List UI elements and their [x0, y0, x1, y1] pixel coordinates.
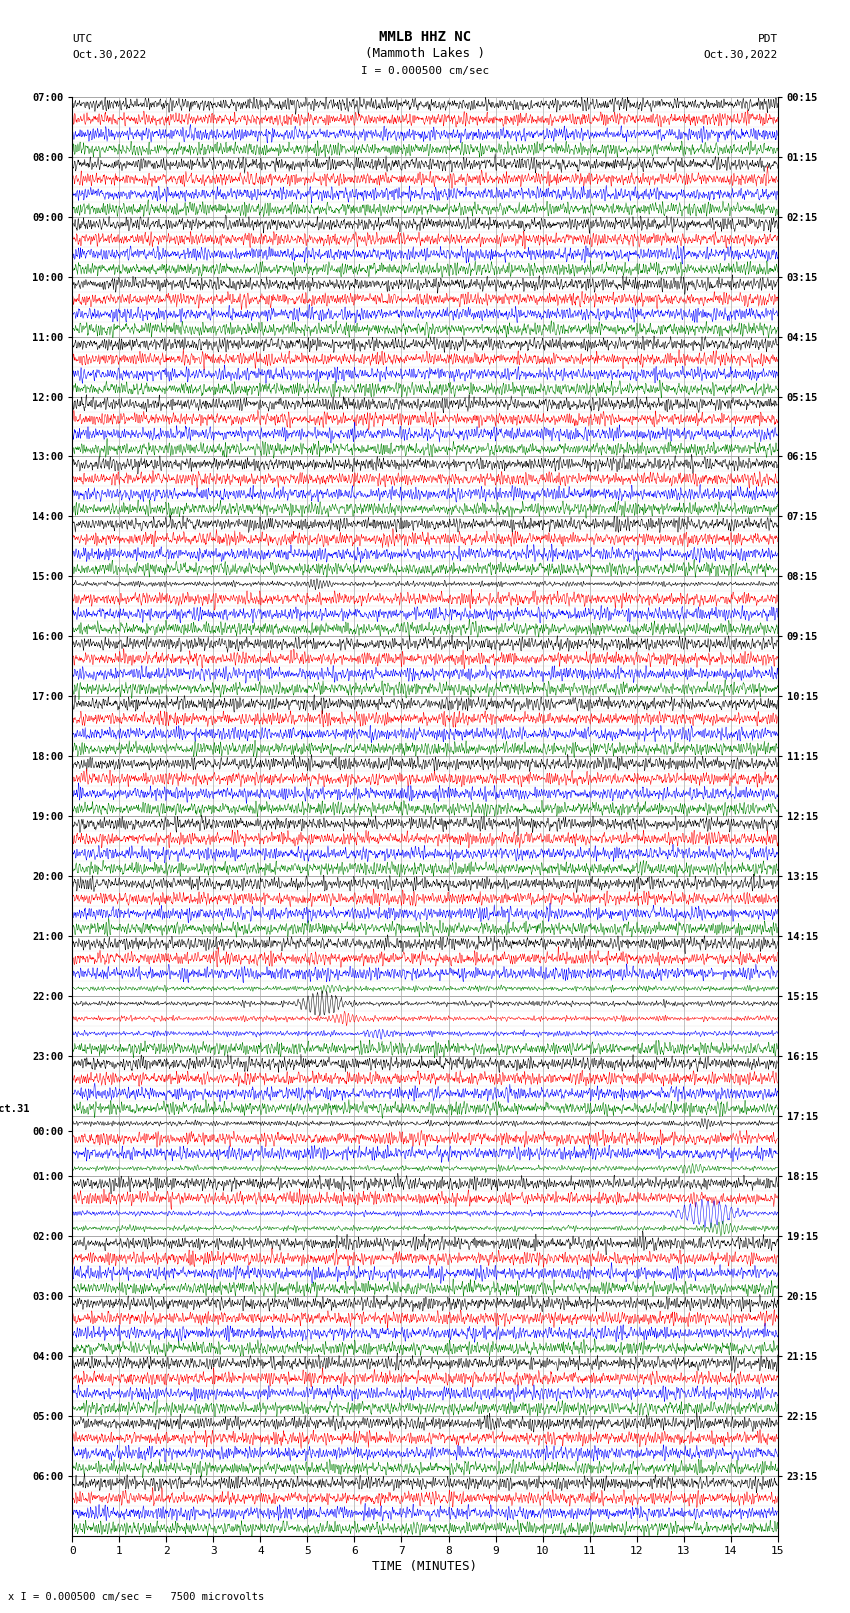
Text: UTC: UTC — [72, 34, 93, 44]
Text: MMLB HHZ NC: MMLB HHZ NC — [379, 31, 471, 44]
Text: I = 0.000500 cm/sec: I = 0.000500 cm/sec — [361, 66, 489, 76]
Text: PDT: PDT — [757, 34, 778, 44]
Text: Oct.31: Oct.31 — [0, 1103, 30, 1113]
Text: Oct.30,2022: Oct.30,2022 — [704, 50, 778, 60]
Text: Oct.30,2022: Oct.30,2022 — [72, 50, 146, 60]
X-axis label: TIME (MINUTES): TIME (MINUTES) — [372, 1560, 478, 1573]
Text: (Mammoth Lakes ): (Mammoth Lakes ) — [365, 47, 485, 60]
Text: x I = 0.000500 cm/sec =   7500 microvolts: x I = 0.000500 cm/sec = 7500 microvolts — [8, 1592, 264, 1602]
